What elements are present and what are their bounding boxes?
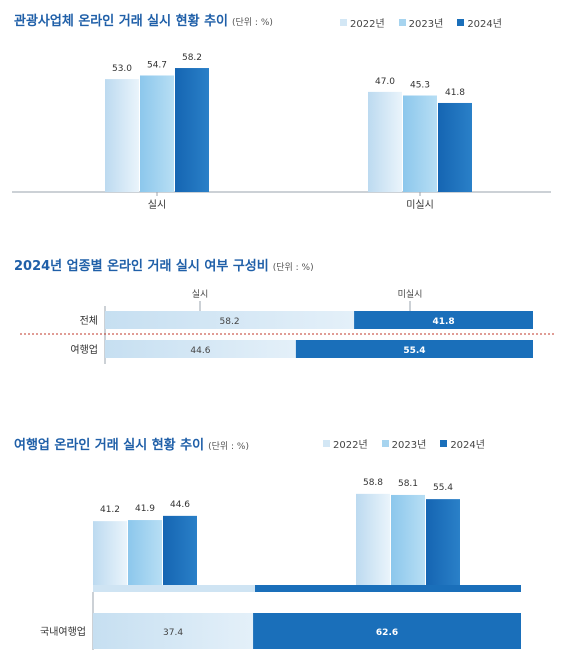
- chart2-data-label: 41.8: [432, 317, 454, 327]
- chart1-data-label: 53.0: [112, 64, 132, 74]
- chart3-bar: [93, 521, 127, 585]
- chart2-segment-label: 실시: [192, 289, 209, 300]
- chart1-bar: [403, 95, 437, 192]
- chart1-legend-swatch: [457, 19, 465, 26]
- chart1-bar: [140, 75, 174, 192]
- chart1-legend-label: 2022년: [350, 19, 385, 30]
- chart1-bar: [368, 91, 402, 192]
- chart3-bar: [356, 493, 390, 585]
- chart1-data-label: 47.0: [375, 77, 395, 87]
- chart3-data-label: 55.4: [433, 483, 453, 493]
- chart3-legend-swatch: [323, 440, 330, 447]
- chart1-data-label: 45.3: [410, 81, 430, 91]
- chart1-data-label: 58.2: [182, 53, 202, 63]
- chart3-legend-label: 2022년: [333, 440, 368, 451]
- chart3-data-label: 44.6: [170, 500, 190, 510]
- chart3-data-label: 58.8: [363, 478, 383, 488]
- chart3-legend-item: 2024년: [440, 436, 485, 451]
- chart3-legend-label: 2023년: [391, 440, 427, 451]
- chart2-bar-segment: [354, 311, 533, 329]
- chart1-legend-item: 2022년: [340, 15, 385, 30]
- chart3-bar: [391, 494, 425, 585]
- chart2-bar-segment: [105, 340, 296, 358]
- chart1-category-label: 미실시: [406, 199, 434, 211]
- chart3-data-label: 41.2: [100, 505, 120, 515]
- chart2-category-label: 여행업: [70, 343, 98, 356]
- chart1-legend-label: 2023년: [408, 19, 444, 30]
- chart3-legend-item: 2022년: [323, 436, 368, 451]
- chart3-baseline-strip: [255, 585, 521, 592]
- chart1-legend-item: 2023년: [398, 15, 444, 30]
- chart1-category-label: 실시: [148, 199, 166, 211]
- chart2-title-text: 2024년 업종별 온라인 거래 실시 여부 구성비: [14, 259, 269, 274]
- chart3-legend-item: 2023년: [381, 436, 427, 451]
- chart1-bar: [438, 102, 472, 192]
- chart3-title: 여행업 온라인 거래 실시 현황 추이 (단위 : %): [14, 434, 249, 453]
- chart3-bar: [128, 520, 162, 585]
- chart1-legend-swatch: [398, 19, 406, 26]
- chart3-title-text: 여행업 온라인 거래 실시 현황 추이: [14, 438, 205, 453]
- chart3-data-label: 41.9: [135, 504, 155, 514]
- chart3-stack-label: 37.4: [163, 628, 183, 638]
- chart3-category-label: 국내여행업: [40, 625, 86, 638]
- chart1-bar: [105, 79, 139, 192]
- chart2-bar-segment: [295, 340, 533, 358]
- chart1-legend-item: 2024년: [457, 15, 502, 30]
- chart1-unit: (단위 : %): [232, 18, 273, 28]
- chart1-data-label: 54.7: [147, 60, 167, 70]
- chart2-category-label: 전체: [80, 315, 98, 327]
- chart3-legend-label: 2024년: [450, 440, 485, 451]
- chart3-legend-swatch: [381, 440, 389, 447]
- chart1-legend: 2022년 2023년 2024년: [340, 15, 502, 30]
- chart1-title: 관광사업체 온라인 거래 실시 현황 추이 (단위 : %): [14, 10, 273, 29]
- chart3-stack-segment: [253, 613, 521, 649]
- chart2-data-label: 44.6: [190, 346, 210, 356]
- chart3-legend-swatch: [440, 440, 448, 447]
- chart3-bar: [163, 515, 197, 585]
- chart2-bar-segment: [105, 311, 355, 329]
- chart2-title: 2024년 업종별 온라인 거래 실시 여부 구성비 (단위 : %): [14, 255, 314, 274]
- chart3-baseline-strip: [93, 585, 255, 592]
- chart3-data-label: 58.1: [398, 479, 418, 489]
- chart1-legend-label: 2024년: [467, 19, 502, 30]
- chart1-legend-swatch: [340, 19, 347, 26]
- chart3-legend: 2022년 2023년 2024년: [323, 436, 485, 451]
- chart3-bar: [426, 499, 460, 585]
- chart2-data-label: 55.4: [403, 346, 425, 356]
- chart2-data-label: 58.2: [220, 317, 240, 327]
- chart2-segment-label: 미실시: [398, 289, 423, 300]
- chart3-unit: (단위 : %): [208, 442, 249, 452]
- chart3-stack-label: 62.6: [376, 628, 398, 638]
- chart1-title-text: 관광사업체 온라인 거래 실시 현황 추이: [14, 14, 228, 29]
- chart1-bar: [175, 68, 209, 192]
- chart3-stack-segment: [93, 613, 254, 649]
- chart1-data-label: 41.8: [445, 88, 465, 98]
- chart2-unit: (단위 : %): [272, 263, 314, 273]
